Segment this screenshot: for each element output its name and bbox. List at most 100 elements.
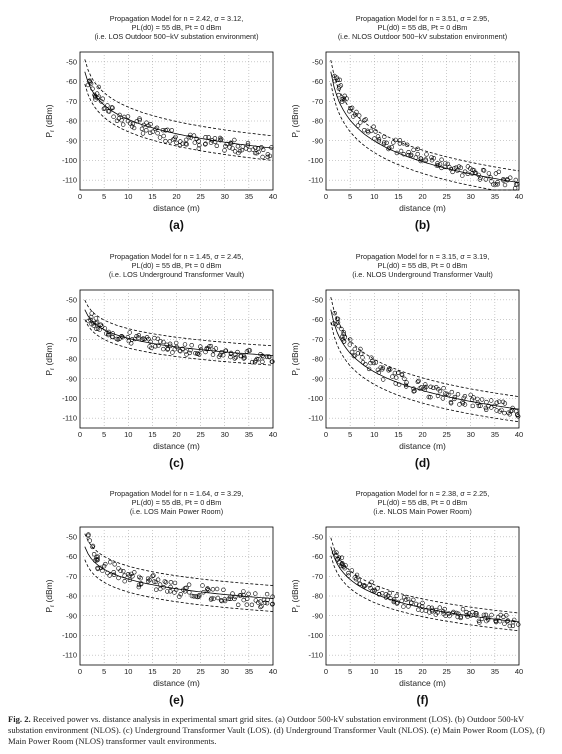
data-point	[261, 147, 266, 153]
data-point	[338, 563, 344, 569]
data-point	[152, 579, 157, 584]
data-point	[478, 403, 483, 408]
data-point	[245, 143, 250, 148]
data-point	[256, 357, 261, 362]
data-point	[201, 590, 206, 595]
data-point	[125, 118, 131, 124]
figure-caption: Fig. 2. Received power vs. distance anal…	[8, 714, 556, 747]
data-point	[91, 551, 97, 557]
chart-title-line: PL(d0) = 55 dB, Pt = 0 dBm	[378, 23, 468, 32]
chart-title-line: Propagation Model for n = 2.38, σ = 2.25…	[356, 489, 490, 498]
data-point	[393, 137, 398, 143]
x-axis-label: distance (m)	[153, 678, 200, 688]
data-point	[233, 594, 238, 600]
data-point	[352, 112, 358, 117]
data-point	[372, 136, 377, 141]
y-tick-label: -100	[62, 156, 77, 165]
data-point	[429, 155, 434, 160]
data-point	[208, 597, 214, 602]
data-point	[420, 600, 425, 606]
data-point	[145, 576, 151, 581]
data-point	[265, 154, 270, 160]
data-point	[125, 335, 131, 340]
data-point	[470, 403, 475, 409]
data-point	[203, 142, 208, 147]
data-point	[476, 403, 482, 409]
data-point	[409, 600, 414, 605]
data-point	[253, 598, 259, 603]
y-tick-label: -50	[66, 295, 77, 304]
data-point	[105, 570, 110, 576]
data-point	[172, 136, 177, 141]
data-point	[269, 145, 274, 150]
data-point	[465, 164, 471, 169]
data-point	[111, 572, 117, 577]
data-point	[507, 623, 512, 629]
data-point	[208, 140, 214, 145]
data-point	[150, 129, 155, 134]
data-point	[359, 351, 364, 356]
data-point	[163, 138, 168, 144]
data-point	[87, 80, 93, 85]
chart-panel-6: Propagation Model for n = 2.38, σ = 2.25…	[290, 489, 523, 707]
x-tick-label: 35	[245, 192, 253, 201]
data-point	[431, 156, 436, 161]
data-point	[343, 563, 348, 568]
data-point	[447, 613, 452, 619]
data-point	[94, 326, 99, 331]
data-point	[178, 349, 183, 354]
data-point	[153, 126, 158, 132]
data-point	[338, 83, 344, 88]
x-tick-label: 40	[269, 192, 277, 201]
data-point	[155, 336, 161, 341]
data-point	[163, 580, 169, 585]
data-point	[151, 573, 156, 578]
data-point	[216, 354, 222, 359]
data-point	[146, 336, 151, 342]
data-point	[389, 144, 394, 150]
data-point	[339, 326, 344, 332]
data-point	[485, 617, 491, 622]
chart-panel-4: Propagation Model for n = 3.15, σ = 3.19…	[290, 252, 523, 470]
data-point	[206, 135, 211, 140]
data-point	[100, 568, 105, 573]
data-point	[230, 591, 235, 596]
x-axis-label: distance (m)	[399, 203, 446, 213]
data-point	[191, 594, 197, 599]
data-point	[423, 608, 428, 613]
data-point	[246, 591, 251, 596]
data-point	[415, 146, 420, 152]
data-point	[260, 154, 265, 160]
x-tick-label: 15	[394, 192, 402, 201]
data-point	[437, 605, 442, 610]
data-point	[167, 341, 173, 346]
panel-label: (b)	[415, 218, 430, 232]
data-point	[129, 571, 134, 577]
x-tick-label: 5	[348, 192, 352, 201]
y-tick-label: -70	[66, 572, 77, 581]
data-point	[462, 402, 468, 407]
data-point	[455, 392, 461, 397]
data-point	[189, 593, 195, 599]
data-point	[418, 158, 423, 164]
data-point	[476, 618, 482, 624]
data-point	[227, 145, 232, 150]
data-point	[358, 346, 363, 352]
data-point	[106, 331, 111, 337]
data-point	[496, 399, 502, 404]
chart-title-line: (i.e. NLOS Outdoor 500~kV substation env…	[338, 32, 507, 41]
data-point	[363, 362, 368, 367]
data-point	[128, 121, 133, 126]
y-axis-label-subscript: r	[50, 605, 56, 607]
data-point	[106, 329, 112, 335]
data-point	[183, 137, 189, 143]
data-point	[455, 614, 460, 620]
data-point	[394, 601, 400, 606]
data-point	[241, 589, 246, 594]
data-point	[170, 350, 175, 355]
data-point	[172, 590, 177, 595]
data-point	[365, 128, 370, 134]
data-point	[435, 393, 441, 398]
y-tick-label: -110	[309, 176, 323, 185]
data-point	[398, 148, 404, 154]
